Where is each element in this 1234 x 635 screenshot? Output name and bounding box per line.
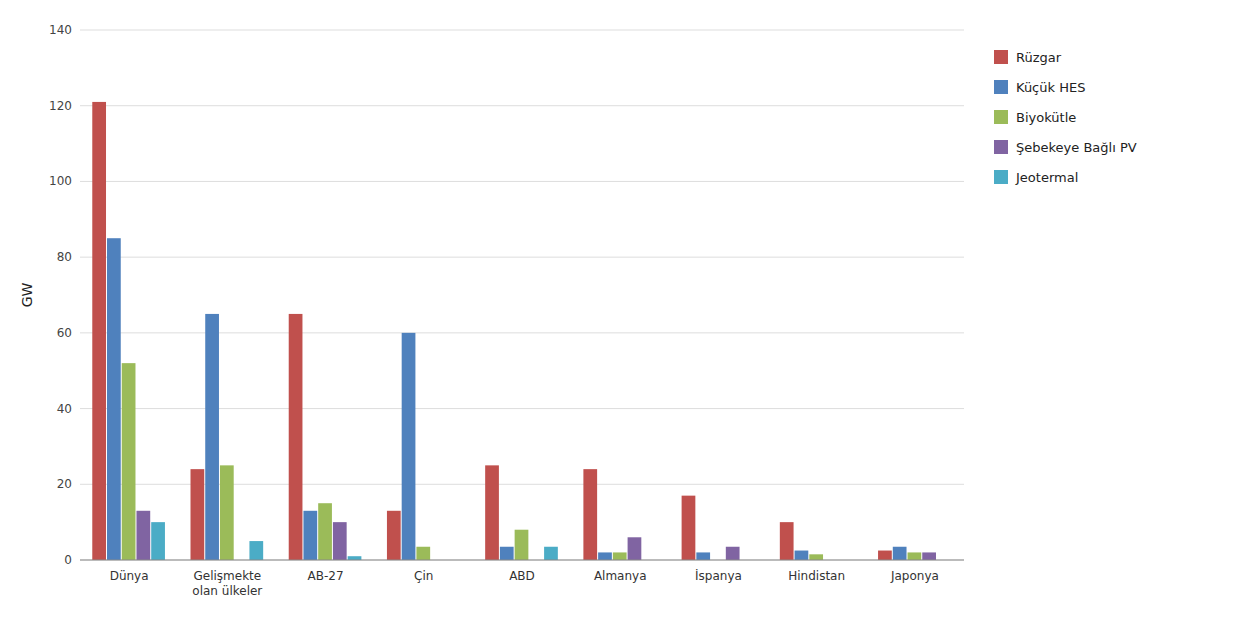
grid-line [80,30,964,31]
y-tick-label: 140 [49,23,72,37]
bar [515,530,529,560]
y-tick-label: 120 [49,99,72,113]
bar [205,314,219,560]
legend: Rüzgar Küçük HES Biyokütle Şebekeye Bağlı P… [994,50,1137,185]
bar [136,511,150,560]
chart-svg: 0 20 40 60 80 100 120 140 GW Dünya Gelişmekteolan … [0,0,1234,635]
bar [220,465,234,560]
bar [402,333,416,560]
y-tick-label: 40 [57,402,72,416]
bar [107,238,121,560]
legend-label: Biyokütle [1016,110,1076,125]
x-tick-label-line: Almanya [594,569,647,583]
bar [893,547,907,560]
bar [682,496,696,560]
bar [726,547,740,560]
x-tick-label-line: İspanya [695,568,742,583]
bar [500,547,514,560]
bar [92,102,106,560]
bar [151,522,165,560]
x-tick-label: Almanya [594,569,647,583]
bar [249,541,263,560]
x-tick-label: AB-27 [308,569,344,583]
y-tick-label: 20 [57,477,72,491]
chart-container: 0 20 40 60 80 100 120 140 GW Dünya Gelişmekteolan … [0,0,1234,635]
x-tick-label: İspanya [695,568,742,583]
bar [598,552,612,560]
bar [485,465,499,560]
grid-line [80,105,964,106]
legend-swatch [994,140,1008,154]
grid-line [80,560,964,561]
legend-swatch [994,110,1008,124]
bar [908,552,922,560]
legend-label: Şebekeye Bağlı PV [1016,140,1137,155]
legend-swatch [994,170,1008,184]
bar [387,511,401,560]
x-tick-label: Dünya [110,569,149,583]
y-tick-label: 0 [64,553,72,567]
bar [303,511,317,560]
bar-series [151,522,558,560]
grid-line [80,257,964,258]
bar [289,314,303,560]
bar [628,537,642,560]
bar [583,469,597,560]
x-tick-label-line: ABD [509,569,535,583]
bar [878,551,892,560]
bar [544,547,558,560]
x-axis-line [80,560,964,561]
bar [348,556,362,560]
grid-line [80,181,964,182]
x-tick-label: Japonya [890,569,939,583]
x-tick-label-line: Gelişmekte [193,569,261,583]
x-tick-label: Gelişmekteolan ülkeler [192,569,262,598]
legend-label: Rüzgar [1016,50,1062,65]
x-tick-label: ABD [509,569,535,583]
x-tick-label-line: Japonya [890,569,939,583]
legend-swatch [994,80,1008,94]
x-tick-label: Hindistan [788,569,845,583]
bar-series [92,102,892,560]
bar [780,522,794,560]
legend-label: Küçük HES [1016,80,1085,95]
legend-swatch [994,50,1008,64]
y-tick-label: 80 [57,250,72,264]
bar [795,551,809,560]
x-tick-label-line: Hindistan [788,569,845,583]
bar [416,547,430,560]
x-tick-label-line: Çin [414,569,433,583]
bar [809,554,823,560]
bar [191,469,205,560]
x-axis: Dünya Gelişmekteolan ülkeler AB-27 Çin ABD Al… [110,568,939,598]
bar [696,552,710,560]
bar [122,363,136,560]
bars [92,102,936,560]
bar [333,522,347,560]
bar [318,503,332,560]
y-axis-label: GW [19,283,35,308]
legend-label: Jeotermal [1015,170,1078,185]
bar-series [122,363,922,560]
x-tick-label-line: Dünya [110,569,149,583]
x-tick-label: Çin [414,569,433,583]
bar-series [107,238,907,560]
y-tick-label: 60 [57,326,72,340]
bar [613,552,627,560]
bar [922,552,936,560]
bar-series [136,511,936,560]
x-tick-label-line: AB-27 [308,569,344,583]
y-tick-label: 100 [49,174,72,188]
x-tick-label-line: olan ülkeler [192,584,262,598]
y-axis: 0 20 40 60 80 100 120 140 [49,23,964,567]
